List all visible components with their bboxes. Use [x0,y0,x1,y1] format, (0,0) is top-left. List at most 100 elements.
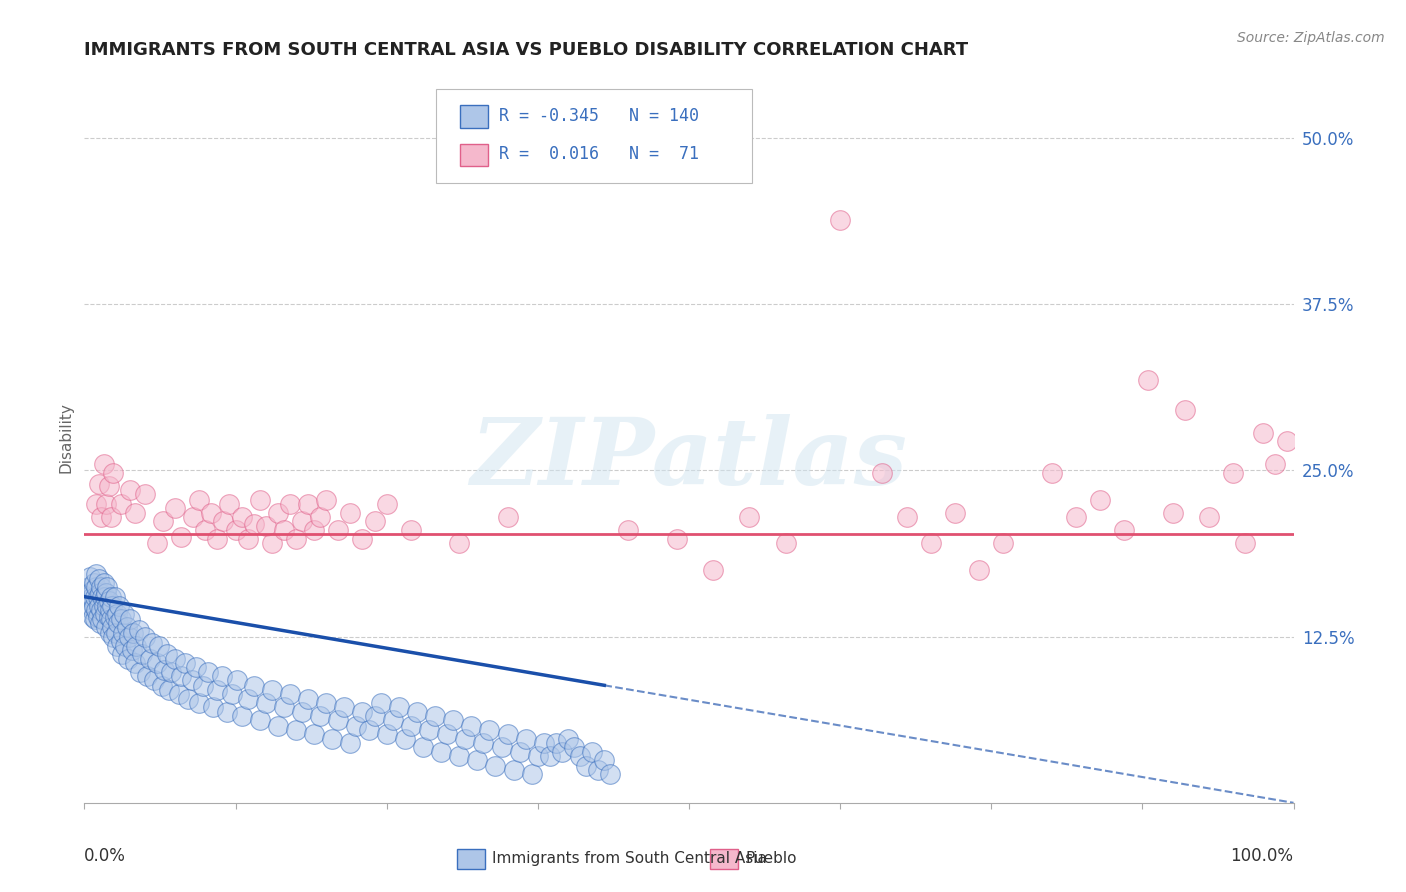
Point [112,607,135,621]
Point [157,682,180,697]
Point [399,523,422,537]
Point [153,663,176,677]
Point [260,536,283,550]
Point [194,523,217,537]
Point [100,509,122,524]
Text: Pueblo: Pueblo [745,852,797,866]
Point [267,719,290,733]
Point [231,509,253,524]
Point [1114,523,1136,537]
Point [363,514,385,528]
Point [339,736,361,750]
Point [242,679,264,693]
Point [177,692,200,706]
Point [967,563,990,577]
Point [100,612,122,626]
Point [107,616,129,631]
Point [90,603,112,617]
Point [170,530,193,544]
Point [94,497,117,511]
Point [103,466,125,480]
Point [315,492,337,507]
Point [87,599,110,613]
Point [104,590,127,604]
Point [87,476,110,491]
Point [79,599,101,613]
Point [94,590,117,604]
Point [93,576,115,591]
Point [167,687,190,701]
Point [84,612,107,626]
Point [538,749,561,764]
Point [105,639,128,653]
Point [1264,457,1286,471]
Text: Immigrants from South Central Asia: Immigrants from South Central Asia [492,852,768,866]
Point [267,506,290,520]
Point [533,736,555,750]
Point [121,625,143,640]
Point [160,665,183,680]
Point [449,749,471,764]
Point [97,593,120,607]
Point [121,643,143,657]
Point [173,656,195,670]
Point [375,497,398,511]
Point [775,536,797,550]
Point [920,536,942,550]
Point [79,570,101,584]
Point [215,706,238,720]
Point [291,706,314,720]
Point [491,739,513,754]
Point [97,479,120,493]
Point [134,630,156,644]
Point [993,536,1015,550]
Point [309,509,332,524]
Point [352,533,374,547]
Point [90,509,112,524]
Point [221,687,243,701]
Point [83,599,105,613]
Point [346,719,368,733]
Point [617,523,640,537]
Point [150,679,173,693]
Point [665,533,688,547]
Point [225,673,247,688]
Point [394,731,416,746]
Point [502,763,524,777]
Point [302,523,325,537]
Text: 0.0%: 0.0% [84,847,127,864]
Point [136,669,159,683]
Point [128,623,150,637]
Point [1253,426,1275,441]
Text: R =  0.016   N =  71: R = 0.016 N = 71 [499,145,699,163]
Point [181,673,204,688]
Text: 100.0%: 100.0% [1230,847,1294,864]
Point [124,506,146,520]
Point [120,612,142,626]
Point [321,731,343,746]
Point [110,612,132,626]
Point [120,483,142,498]
Point [551,745,574,759]
Point [449,536,471,550]
Point [110,633,132,648]
Point [309,709,332,723]
Point [77,580,100,594]
Point [436,726,458,740]
Point [236,533,259,547]
Point [273,523,295,537]
Point [108,599,131,613]
Point [406,706,429,720]
Point [297,692,319,706]
Point [115,620,138,634]
Point [478,723,501,737]
Point [98,625,121,640]
Point [242,516,264,531]
Point [302,726,325,740]
Point [86,580,108,594]
Point [184,660,207,674]
Point [375,726,398,740]
Point [412,739,434,754]
Text: IMMIGRANTS FROM SOUTH CENTRAL ASIA VS PUEBLO DISABILITY CORRELATION CHART: IMMIGRANTS FROM SOUTH CENTRAL ASIA VS PU… [84,41,969,59]
Point [423,709,446,723]
